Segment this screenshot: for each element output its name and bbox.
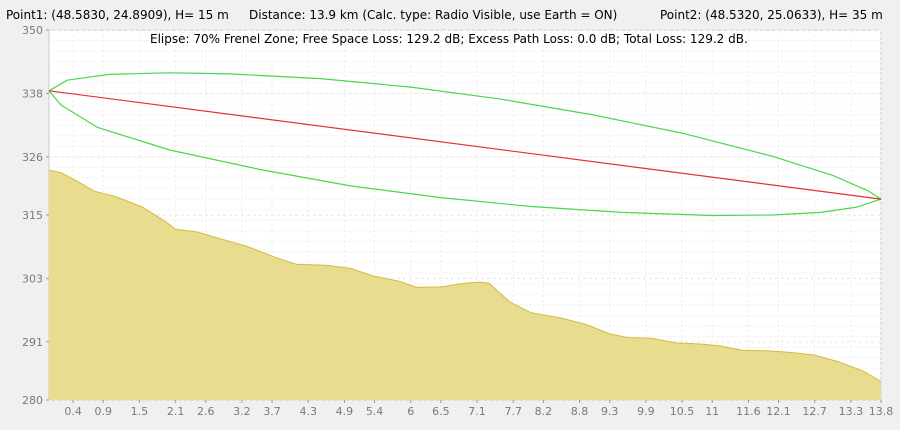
x-tick-label: 9.3 [601,405,619,418]
x-tick-label: 9.9 [637,405,655,418]
y-tick-label: 326 [22,151,43,164]
y-tick-label: 315 [22,209,43,222]
terrain-area [48,169,882,400]
y-tick-label: 303 [22,272,43,285]
x-tick-label: 4.3 [299,405,317,418]
x-tick-label: 7.7 [504,405,522,418]
x-axis-ticks: 0.4 0.9 1.5 2.1 2.6 3.2 3.7 4.3 4.9 5.4 6 6.5 7.1 7.7… [64,400,893,418]
x-tick-label: 11 [705,405,719,418]
fresnel-lower-edge [48,90,882,217]
y-tick-label: 350 [22,24,43,37]
x-tick-label: 0.9 [95,405,113,418]
x-tick-label: 13.3 [839,405,864,418]
x-tick-label: 8.8 [571,405,589,418]
x-tick-label: 4.9 [336,405,354,418]
fresnel-upper-edge [48,72,882,200]
point1-info: Point1: (48.5830, 24.8909), H= 15 m [6,8,229,22]
x-tick-label: 2.6 [197,405,215,418]
x-tick-label: 3.2 [233,405,251,418]
x-tick-label: 3.7 [263,405,281,418]
x-tick-label: 6 [407,405,414,418]
x-tick-label: 12.7 [802,405,827,418]
y-axis-ticks: 350 338 326 315 303 291 280 [22,24,49,407]
x-tick-label: 2.1 [167,405,185,418]
x-tick-label: 10.5 [670,405,695,418]
x-tick-label: 12.1 [766,405,791,418]
x-tick-label: 0.4 [64,405,82,418]
fresnel-zone [48,72,882,217]
y-tick-label: 280 [22,394,43,407]
x-tick-label: 13.8 [869,405,894,418]
x-tick-label: 5.4 [366,405,384,418]
header-bar: Point1: (48.5830, 24.8909), H= 15 m Dist… [0,0,900,28]
x-tick-label: 8.2 [535,405,553,418]
los-line [48,90,882,200]
x-tick-label: 7.1 [468,405,486,418]
x-tick-label: 11.6 [736,405,761,418]
y-tick-label: 338 [22,87,43,100]
distance-info: Distance: 13.9 km (Calc. type: Radio Vis… [249,8,618,22]
line-of-sight [48,90,882,200]
y-tick-label: 291 [22,336,43,349]
loss-stats: Elipse: 70% Frenel Zone; Free Space Loss… [150,32,748,46]
point2-info: Point2: (48.5320, 25.0633), H= 35 m [660,8,883,22]
x-tick-label: 6.5 [432,405,450,418]
x-tick-label: 1.5 [131,405,149,418]
terrain-outline [48,169,882,382]
